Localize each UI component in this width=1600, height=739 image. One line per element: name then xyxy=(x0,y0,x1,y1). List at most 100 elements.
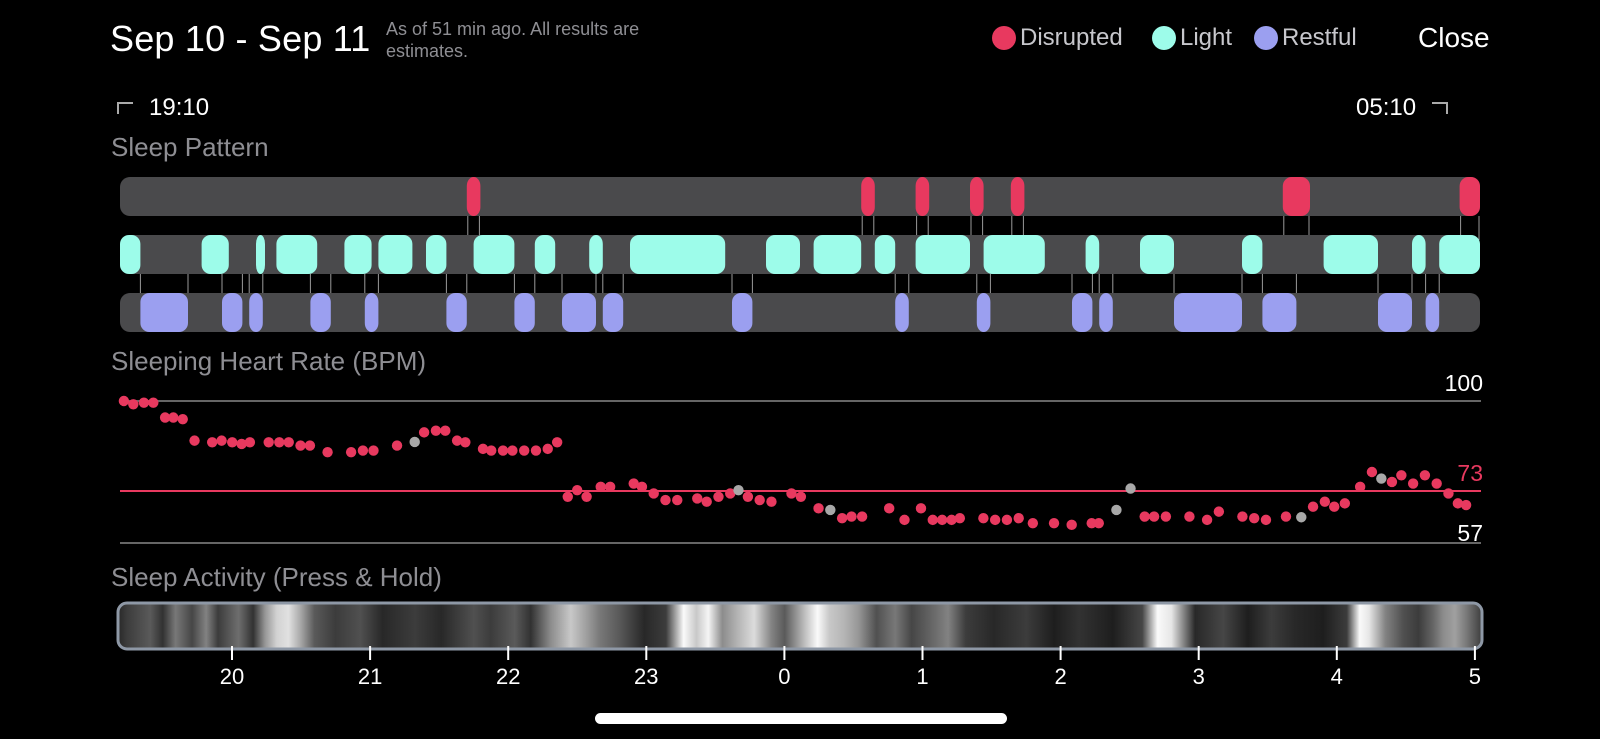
heart-rate-point xyxy=(1213,506,1225,517)
heart-rate-point xyxy=(725,488,736,499)
light-segment xyxy=(813,235,862,274)
heart-rate-point xyxy=(1460,499,1472,511)
restful-segment xyxy=(446,293,467,332)
hour-tick-label: 22 xyxy=(496,664,520,689)
hour-tick-label: 20 xyxy=(220,664,244,689)
heart-rate-point xyxy=(978,513,989,524)
restful-segment xyxy=(310,293,331,332)
heart-rate-chart[interactable]: 100 73 57 xyxy=(0,0,1600,560)
heart-rate-point xyxy=(899,514,910,526)
heart-rate-point xyxy=(1366,466,1378,478)
restful-segment xyxy=(140,293,188,332)
light-segment xyxy=(276,235,318,274)
hour-tick-label: 4 xyxy=(1331,664,1343,689)
restful-segment xyxy=(222,293,243,332)
home-indicator[interactable] xyxy=(595,713,1007,724)
hour-tick-label: 23 xyxy=(634,664,658,689)
heart-rate-point xyxy=(813,503,824,514)
legend-restful: Restful xyxy=(1254,24,1357,52)
heart-rate-point xyxy=(391,440,403,451)
start-time-marker: 19:10 xyxy=(117,94,209,122)
sleep-activity-strip[interactable]: 20 21 22 23 0 1 2 3 4 5 xyxy=(0,0,1600,700)
restful-segment xyxy=(976,293,991,332)
sleep-pattern-chart[interactable] xyxy=(0,0,1600,340)
heart-rate-point xyxy=(283,437,294,448)
heart-rate-point xyxy=(148,397,159,408)
disrupted-track xyxy=(120,177,1480,216)
heart-rate-point xyxy=(1443,488,1454,499)
heart-rate-point xyxy=(1396,470,1407,481)
sleep-activity-title: Sleep Activity (Press & Hold) xyxy=(111,562,442,592)
heart-rate-point xyxy=(1431,478,1442,489)
sleep-pattern-title: Sleep Pattern xyxy=(111,132,269,162)
heart-rate-point xyxy=(1111,504,1122,516)
restful-segment xyxy=(249,293,263,332)
end-corner-icon xyxy=(1432,102,1449,114)
legend-light: Light xyxy=(1152,24,1232,52)
restful-segment xyxy=(1262,293,1297,332)
heart-rate-point xyxy=(1354,481,1366,493)
heart-rate-point xyxy=(1160,511,1172,522)
hour-tick-label: 3 xyxy=(1193,664,1205,689)
heart-rate-point xyxy=(345,446,357,458)
heart-rate-point xyxy=(551,437,563,448)
heart-rate-point xyxy=(477,443,489,455)
heart-rate-point xyxy=(1001,514,1013,526)
light-segment xyxy=(874,235,896,274)
light-segment xyxy=(630,235,726,274)
heart-rate-point xyxy=(206,437,218,448)
heart-rate-point xyxy=(236,438,247,450)
close-button[interactable]: Close xyxy=(1418,22,1490,53)
heart-rate-point xyxy=(304,440,316,451)
hour-tick-label: 5 xyxy=(1469,664,1481,689)
heart-rate-point xyxy=(1093,517,1104,529)
heart-rate-point xyxy=(227,437,238,448)
heart-rate-point xyxy=(846,511,857,522)
heart-rate-point xyxy=(660,494,671,506)
heart-rate-point xyxy=(460,437,471,448)
heart-rate-point xyxy=(562,491,573,502)
disrupted-segment xyxy=(915,177,930,216)
light-segment xyxy=(1242,235,1263,274)
heart-rate-point xyxy=(168,412,179,423)
heart-rate-point xyxy=(263,437,274,448)
restful-dot-icon xyxy=(1254,26,1278,50)
heart-rate-point xyxy=(368,445,379,456)
date-range-title: Sep 10 - Sep 11 xyxy=(110,18,371,59)
heart-rate-point xyxy=(128,399,139,410)
start-corner-icon xyxy=(117,102,133,114)
restful-segment xyxy=(602,293,624,332)
heart-rate-point xyxy=(1013,513,1024,524)
restful-segment xyxy=(1099,293,1113,332)
legend-label: Light xyxy=(1180,24,1233,51)
stage-segments xyxy=(120,177,1480,332)
heart-rate-point xyxy=(497,445,509,456)
heart-rate-point xyxy=(1066,519,1077,531)
min-label: 57 xyxy=(1457,520,1483,546)
heart-rate-point xyxy=(1148,511,1160,522)
heart-rate-point xyxy=(295,440,306,451)
heart-rate-point xyxy=(571,484,583,496)
heart-rate-point xyxy=(1319,496,1331,507)
light-segment xyxy=(1085,235,1100,274)
hour-tick-label: 0 xyxy=(778,664,790,689)
heart-rate-point xyxy=(856,511,868,522)
end-time-marker: 05:10 xyxy=(1356,94,1449,122)
heart-rate-point xyxy=(1386,476,1398,488)
heart-rate-point xyxy=(636,481,648,493)
disrupted-segment xyxy=(970,177,984,216)
heart-rate-point xyxy=(766,496,777,507)
restful-segment xyxy=(895,293,909,332)
heart-rate-point xyxy=(825,504,836,516)
light-segment xyxy=(1412,235,1426,274)
light-segment xyxy=(201,235,229,274)
hour-tick-label: 21 xyxy=(358,664,382,689)
heart-rate-point xyxy=(322,446,333,458)
heart-rate-point xyxy=(1201,514,1213,526)
restful-segment xyxy=(1174,293,1242,332)
disrupted-segment xyxy=(466,177,481,216)
light-dot-icon xyxy=(1152,26,1176,50)
heart-rate-point xyxy=(357,445,369,456)
light-segment xyxy=(534,235,556,274)
heart-rate-point xyxy=(1452,498,1464,509)
